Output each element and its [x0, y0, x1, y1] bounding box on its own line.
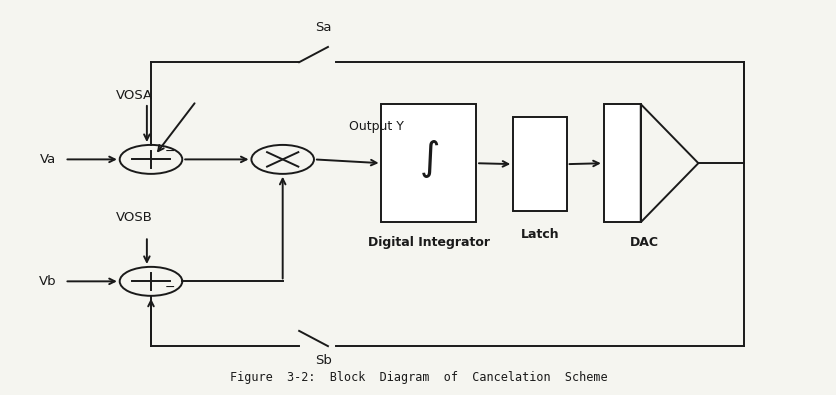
Bar [512, 117, 566, 211]
Text: Sb: Sb [315, 354, 332, 367]
Text: Latch: Latch [520, 228, 559, 241]
Text: VOSA: VOSA [116, 89, 153, 102]
Text: Va: Va [40, 153, 56, 166]
Text: Figure  3-2:  Block  Diagram  of  Cancelation  Scheme: Figure 3-2: Block Diagram of Cancelation… [229, 371, 607, 384]
Text: Sa: Sa [315, 21, 332, 34]
Bar [603, 104, 640, 222]
Text: VOSB: VOSB [116, 211, 153, 224]
Text: $\int$: $\int$ [418, 138, 438, 181]
Bar [381, 104, 476, 222]
Text: −: − [165, 145, 176, 158]
Text: Vb: Vb [38, 275, 56, 288]
Text: Digital Integrator: Digital Integrator [368, 235, 490, 248]
Text: −: − [165, 281, 176, 293]
Text: Output Y: Output Y [348, 120, 403, 133]
Text: DAC: DAC [630, 235, 659, 248]
